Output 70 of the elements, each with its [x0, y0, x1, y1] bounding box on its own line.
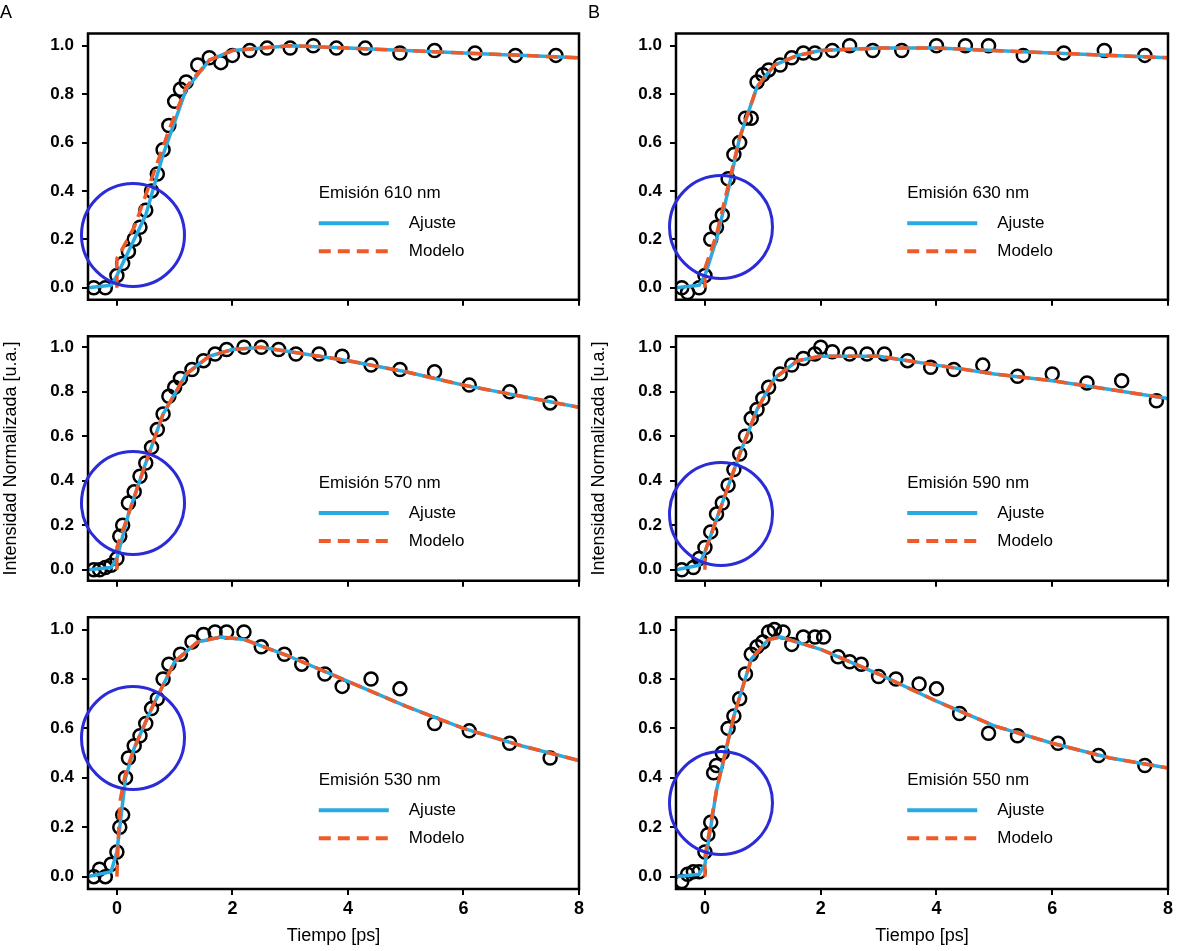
y-tick-label: 0.2: [638, 228, 662, 248]
y-tick-label: 0.8: [50, 83, 74, 103]
y-tick-label: 0.8: [50, 668, 74, 688]
y-tick-label: 0.4: [50, 767, 75, 787]
legend-label: Modelo: [408, 241, 465, 261]
y-tick-label: 1.0: [638, 619, 662, 639]
y-tick-label: 0.0: [50, 559, 74, 579]
legend-title: Emisión 610 nm: [318, 183, 441, 203]
legend-label: Ajuste: [997, 502, 1045, 522]
y-tick-label: 0.4: [638, 470, 663, 490]
x-tick-label: 8: [1162, 897, 1174, 918]
x-axis-title: Tiempo [ps]: [875, 925, 969, 946]
x-tick-label: 6: [458, 897, 469, 918]
y-tick-label: 1.0: [50, 35, 74, 55]
y-tick-label: 0.6: [50, 718, 74, 738]
y-tick-label: 0.6: [638, 718, 662, 738]
y-tick-label: 0.0: [638, 559, 662, 579]
x-tick-label: 2: [227, 897, 238, 918]
y-tick-label: 0.8: [638, 381, 662, 401]
y-tick-label: 0.8: [50, 381, 74, 401]
y-tick-label: 0.0: [50, 277, 74, 297]
y-axis-title: Intensidad Normalizada [u.a.]: [0, 341, 20, 576]
x-tick-label: 0: [111, 897, 122, 918]
y-tick-label: 0.6: [50, 425, 74, 445]
legend-label: Modelo: [997, 241, 1054, 261]
y-tick-label: 0.0: [50, 866, 74, 886]
x-tick-label: 6: [1047, 897, 1058, 918]
legend-label: Ajuste: [408, 799, 457, 819]
y-tick-label: 0.6: [50, 132, 74, 152]
x-tick-label: 2: [815, 897, 826, 918]
y-tick-label: 0.4: [638, 180, 663, 200]
y-tick-label: 0.8: [638, 668, 662, 688]
legend-label: Modelo: [408, 827, 465, 847]
y-tick-label: 0.4: [50, 180, 75, 200]
y-axis-title: Intensidad Normalizada [u.a.]: [587, 341, 608, 576]
y-tick-label: 0.6: [638, 425, 662, 445]
x-tick-label: 4: [931, 897, 942, 918]
legend-title: Emisión 590 nm: [907, 472, 1030, 492]
y-tick-label: 0.2: [50, 514, 74, 534]
y-tick-label: 0.8: [638, 83, 662, 103]
legend-title: Emisión 530 nm: [318, 769, 441, 789]
y-tick-label: 1.0: [638, 337, 662, 357]
legend-title: Emisión 550 nm: [907, 769, 1030, 789]
y-tick-label: 0.4: [638, 767, 663, 787]
y-tick-label: 1.0: [638, 35, 662, 55]
legend-title: Emisión 630 nm: [907, 183, 1030, 203]
y-tick-label: 1.0: [50, 337, 74, 357]
legend-label: Ajuste: [408, 502, 457, 522]
x-tick-label: 4: [342, 897, 353, 918]
y-tick-label: 0.6: [638, 132, 662, 152]
y-tick-label: 0.2: [638, 816, 662, 836]
chart-title: A: [0, 1, 13, 22]
y-tick-label: 0.0: [638, 866, 662, 886]
y-tick-label: 0.2: [50, 816, 74, 836]
legend-title: Emisión 570 nm: [318, 472, 441, 492]
legend-label: Modelo: [997, 530, 1054, 550]
y-tick-label: 1.0: [50, 619, 74, 639]
x-tick-label: 0: [699, 897, 710, 918]
legend-label: Modelo: [408, 530, 465, 550]
y-tick-label: 0.0: [638, 277, 662, 297]
y-tick-label: 0.2: [638, 514, 662, 534]
x-axis-title: Tiempo [ps]: [286, 925, 381, 946]
legend-label: Ajuste: [997, 799, 1045, 819]
y-tick-label: 0.4: [50, 470, 75, 490]
legend-label: Modelo: [997, 827, 1054, 847]
chart-title: B: [588, 1, 601, 22]
x-tick-label: 8: [573, 897, 585, 918]
y-tick-label: 0.2: [50, 228, 74, 248]
legend-label: Ajuste: [408, 213, 457, 233]
legend-label: Ajuste: [997, 213, 1045, 233]
